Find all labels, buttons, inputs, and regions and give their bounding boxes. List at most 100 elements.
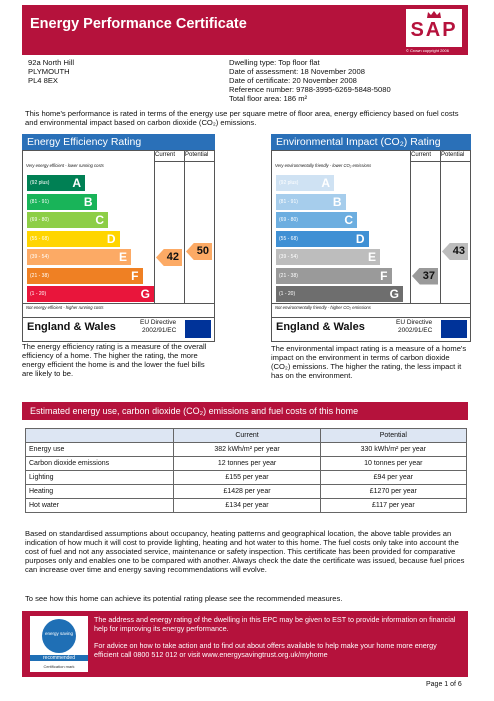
rating-panel: Energy Efficiency Rating Current Potential… — [22, 134, 215, 342]
header-cell: Current — [173, 428, 321, 443]
cell: 330 kWh/m² per year — [319, 442, 468, 457]
band: (1 - 20) G — [27, 286, 154, 302]
logo-text: energy saving — [44, 631, 74, 636]
band-letter: F — [380, 268, 388, 283]
costs-title: Estimated energy use, carbon dioxide (CO… — [30, 406, 359, 416]
sap-logo: SAP — [406, 9, 462, 47]
cell: 382 kWh/m² per year — [173, 442, 321, 457]
band-letter: B — [83, 194, 93, 209]
cell: £155 per year — [173, 470, 321, 485]
rating-arrow: 37 — [412, 267, 438, 285]
description: The energy efficiency rating is a measur… — [22, 342, 207, 378]
details: Dwelling type: Top floor flat Date of ass… — [229, 58, 391, 103]
est-logo: energy saving recommended Certification … — [30, 616, 88, 672]
divider — [184, 151, 185, 303]
page-number: Page 1 of 6 — [426, 681, 462, 688]
detail-line: Date of certificate: 20 November 2008 — [229, 76, 357, 85]
cell: 10 tonnes per year — [319, 456, 468, 471]
divider — [410, 151, 411, 303]
col-header: Potential — [441, 152, 465, 158]
bottom-note: Not environmentally friendly - higher CO… — [275, 305, 371, 310]
copyright: © Crown copyright 2006 — [406, 48, 449, 53]
cell: Lighting — [24, 470, 175, 485]
row: Heating £1428 per year £1270 per year — [24, 484, 468, 499]
divider — [272, 317, 470, 318]
logo-text: Certification mark — [43, 664, 75, 669]
panel-title-bar: Energy Efficiency Rating — [22, 134, 215, 150]
band-letter: A — [72, 176, 81, 190]
note: Based on standardised assumptions about … — [25, 529, 465, 574]
divider — [154, 151, 155, 303]
band: (81 - 91) B — [276, 193, 346, 210]
band-letter: G — [389, 287, 399, 301]
band-range: (21 - 38) — [30, 272, 49, 279]
band-letter: G — [140, 287, 150, 301]
band: (1 - 20) G — [276, 286, 403, 302]
band-letter: A — [321, 176, 330, 190]
sap-text: SAP — [410, 19, 458, 41]
band-letter: E — [118, 250, 127, 264]
cell: Energy use — [24, 442, 175, 457]
panel-title: Energy Efficiency Rating — [27, 136, 142, 148]
col-header: Potential — [185, 152, 209, 158]
band: (21 - 38) F — [276, 267, 392, 284]
band: (69 - 80) C — [276, 212, 357, 228]
cell: £1270 per year — [319, 484, 468, 499]
directive: EU Directive — [396, 319, 433, 326]
cell: £134 per year — [173, 498, 321, 513]
title: Energy Performance Certificate — [30, 16, 247, 32]
band-letter: C — [344, 213, 353, 227]
band-range: (55 - 68) — [30, 235, 49, 242]
cell: £94 per year — [319, 470, 468, 485]
logo-text: recommended — [30, 655, 88, 661]
crown-icon — [427, 11, 441, 18]
footer-box: energy saving recommended Certification … — [22, 611, 468, 677]
row: Carbon dioxide emissions 12 tonnes per ye… — [24, 456, 468, 471]
detail-line: Date of assessment: 18 November 2008 — [229, 67, 365, 76]
detail-line: Total floor area: 186 m² — [229, 94, 308, 103]
header-cell — [24, 428, 175, 443]
detail-line: Reference number: 9788-3995-6269-5848-50… — [229, 85, 391, 94]
panel-box: Current Potential Very energy efficient - … — [22, 150, 215, 342]
band-letter: D — [106, 231, 116, 246]
cell: Hot water — [24, 498, 175, 513]
bottom-note: Not energy efficient - higher running co… — [26, 305, 104, 310]
band-letter: D — [355, 231, 365, 246]
cell: Heating — [24, 484, 175, 499]
panel-title: Environmental Impact (CO₂) Rating — [276, 136, 441, 148]
directive: EU Directive — [140, 319, 177, 326]
band: (92 plus) A — [276, 175, 334, 191]
band-range: (39 - 54) — [30, 254, 49, 260]
band-letter: E — [367, 250, 376, 264]
band: (92 plus) A — [27, 175, 85, 191]
eu-flag — [185, 320, 211, 338]
directive: 2002/91/EC — [142, 327, 177, 334]
region: England & Wales — [27, 321, 116, 333]
costs-bar: Estimated energy use, carbon dioxide (CO… — [22, 402, 468, 420]
band: (39 - 54) E — [276, 249, 380, 265]
panel-box: Current Potential Very environmentally fri… — [271, 150, 471, 342]
cell: £117 per year — [319, 498, 468, 513]
top-note: Very energy efficient - lower running co… — [26, 163, 104, 168]
header-row: Current Potential — [24, 428, 468, 443]
band-letter: F — [131, 268, 139, 283]
band-range: (92 plus) — [279, 180, 299, 186]
band: (55 - 68) D — [276, 230, 369, 247]
band-range: (55 - 68) — [279, 235, 298, 242]
band-range: (81 - 91) — [279, 198, 298, 205]
logo-circle — [42, 619, 76, 653]
band-range: (69 - 80) — [279, 217, 298, 223]
cell: 12 tonnes per year — [173, 456, 321, 471]
divider — [410, 161, 470, 162]
header-cell: Potential — [319, 428, 468, 443]
band-range: (1 - 20) — [279, 291, 296, 297]
band-range: (92 plus) — [30, 180, 50, 186]
divider — [23, 303, 214, 304]
row: Hot water £134 per year £117 per year — [24, 498, 468, 513]
band: (39 - 54) E — [27, 249, 131, 265]
band: (21 - 38) F — [27, 267, 143, 284]
footer-text: For advice on how to take action and to … — [94, 641, 437, 659]
row: Lighting £155 per year £94 per year — [24, 470, 468, 485]
intro: This home's performance is rated in term… — [25, 109, 459, 127]
